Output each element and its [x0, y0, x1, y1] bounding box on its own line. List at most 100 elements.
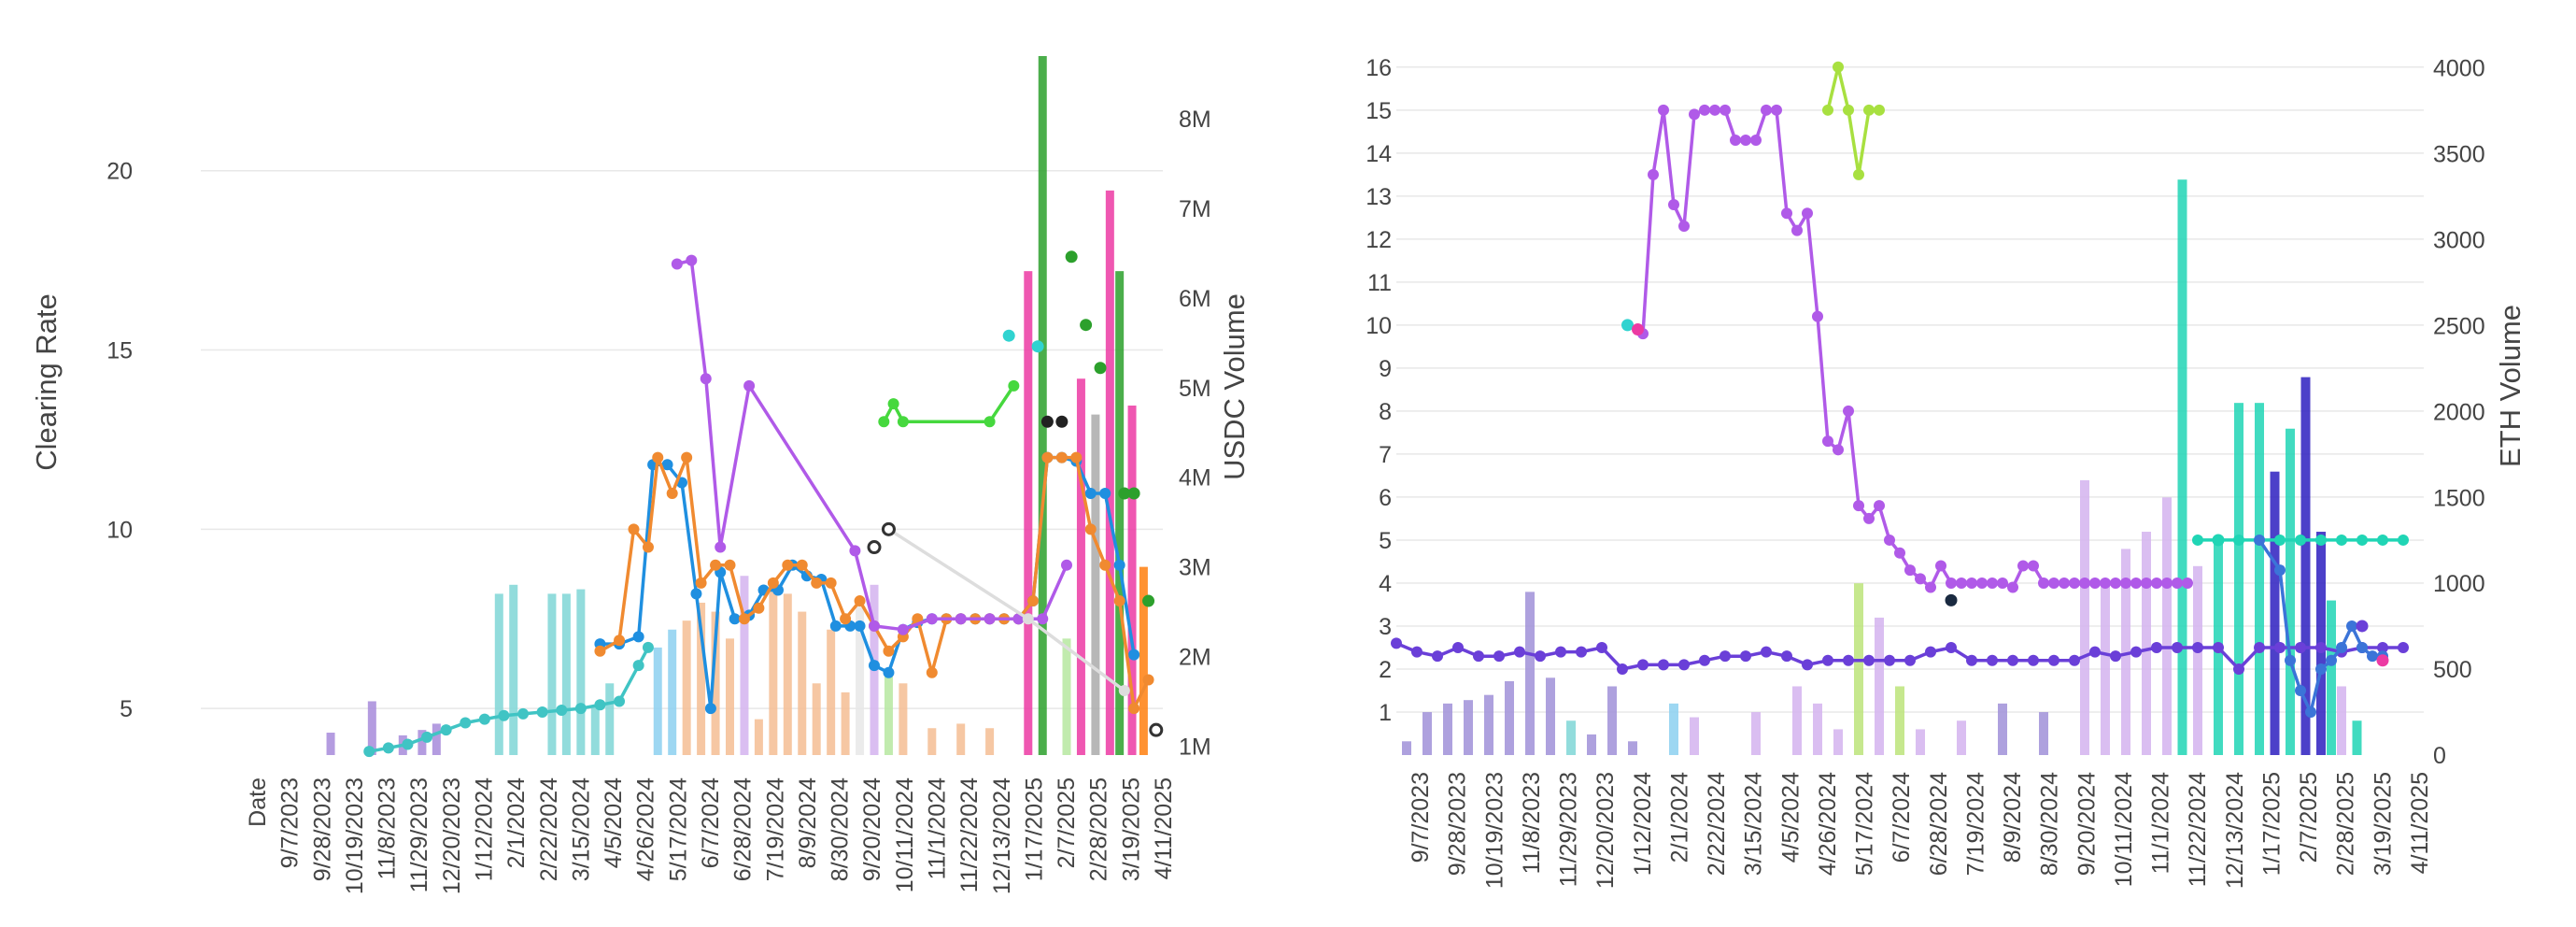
series-point-purple	[1740, 135, 1751, 147]
y-tick-label: 7	[1379, 442, 1392, 468]
volume-bar	[682, 620, 691, 755]
series-point-purple	[1668, 199, 1679, 211]
y-tick-label: 15	[1366, 98, 1392, 124]
marker-point	[1149, 722, 1164, 737]
series-point-violet	[1514, 646, 1525, 658]
y-tick-label: 11	[1367, 270, 1392, 296]
x-tick-label: 4/11/2025	[1151, 777, 1177, 879]
series-point-violet	[1493, 650, 1505, 663]
series-point-violet	[2130, 646, 2142, 658]
volume-bar	[561, 593, 571, 755]
series-point-purple	[1956, 577, 1967, 589]
volume-bar	[1998, 703, 2007, 755]
series-point-blue	[1099, 487, 1111, 499]
series-point-purple	[1987, 577, 1998, 589]
volume-bar	[326, 733, 335, 755]
y-tick-label: 20	[106, 159, 133, 185]
x-tick-label: 11/1/2024	[2148, 772, 2174, 874]
series-point-purple	[2089, 577, 2101, 589]
series-point-purple	[1966, 577, 1977, 589]
series-point-teal	[2398, 534, 2409, 546]
series-point-purple	[926, 613, 938, 625]
series-point-violet	[1432, 650, 1443, 663]
x-tick-label: 12/20/2023	[1592, 772, 1619, 889]
series-point-blue	[854, 620, 866, 632]
series-point-blue	[2367, 650, 2378, 663]
x-tick-label: 6/7/2024	[698, 777, 724, 868]
x-tick-label: 5/17/2024	[1852, 772, 1878, 876]
chart-usdc-clearing-rate: 5 10 15 20 1M 2M 3M 4M 5M 6M 7M 8M Date 9/7/2023 9/28/…	[30, 56, 1251, 894]
series-point-blue	[1113, 559, 1125, 571]
series-point-purple	[1689, 108, 1700, 121]
series-point-teal	[2357, 534, 2368, 546]
y2-tick-label: 8M	[1179, 107, 1211, 133]
y-tick-label: 1	[1379, 700, 1392, 726]
marker-point	[1055, 415, 1069, 428]
series-point-orange	[695, 577, 707, 589]
y2-tick-label: 1000	[2433, 571, 2485, 597]
y-tick-label: 2	[1379, 657, 1392, 683]
series-point-purple	[849, 545, 861, 557]
y-tick-label: 15	[106, 338, 133, 364]
y-tick-label: 5	[1379, 528, 1392, 554]
volume-bar	[2162, 497, 2172, 755]
y2-axis-title: USDC Volume	[1218, 293, 1251, 480]
series-point-orange	[681, 451, 693, 464]
series-point-orange	[1055, 451, 1068, 464]
x-tick-label: 2/7/2025	[1054, 777, 1080, 868]
volume-bar	[726, 638, 734, 755]
series-point-teal	[2274, 534, 2286, 546]
marker-point	[1945, 593, 1958, 606]
series-point-purple	[1678, 221, 1690, 233]
volume-bar	[1587, 734, 1596, 755]
series-point-purple	[1935, 560, 1946, 572]
y2-tick-label: 3M	[1179, 555, 1211, 581]
series-point-purple	[1761, 104, 1772, 116]
y2-tick-label: 1M	[1179, 734, 1211, 760]
series-point-teal	[2233, 534, 2244, 546]
series-point-teal	[2295, 534, 2306, 546]
volume-bar	[668, 629, 677, 755]
volume-bar	[1854, 583, 1863, 755]
volume-bar	[605, 683, 615, 755]
series-point-violet	[1411, 646, 1422, 658]
volume-bar	[2121, 549, 2130, 755]
series-point-violet	[2110, 650, 2121, 663]
series-point-violet	[1822, 654, 1833, 666]
series-point-teal	[2336, 534, 2347, 546]
series-point-blue	[2315, 663, 2327, 675]
series-point-purple	[2161, 577, 2173, 589]
series-point-purple	[700, 373, 712, 385]
marker-point	[2212, 534, 2225, 547]
marker-point	[1002, 329, 1015, 342]
y2-tick-label: 3500	[2433, 142, 2485, 168]
volume-bar	[494, 593, 503, 755]
volume-bar	[590, 706, 600, 755]
series-point-violet	[1884, 654, 1895, 666]
volume-bar	[1895, 686, 1904, 755]
series-point-teal	[536, 706, 548, 718]
series-point-violet	[2213, 641, 2224, 653]
y-axis-title: Clearing Rate	[30, 293, 63, 471]
series-point-teal	[632, 660, 644, 672]
volume-bar	[827, 629, 836, 755]
y-tick-label: 16	[1366, 55, 1392, 81]
series-point-purple	[2017, 560, 2029, 572]
series-point-teal	[478, 713, 490, 725]
volume-bar	[2286, 428, 2295, 755]
series-point-purple	[2007, 581, 2018, 593]
x-tick-label: 11/29/2023	[406, 777, 432, 892]
x-tick-label: 4/11/2025	[2407, 772, 2433, 874]
series-point-purple	[1976, 577, 1988, 589]
series-point-teal	[440, 724, 452, 736]
series-point-purple	[1648, 168, 1659, 180]
series-point-violet	[1555, 646, 1566, 658]
x-tick-label: 9/28/2023	[1445, 772, 1471, 876]
x-tick-label: 1/12/2024	[1630, 772, 1656, 876]
series-point-purple	[1904, 564, 1916, 577]
volume-bar	[1813, 703, 1822, 755]
series-point-violet	[2398, 641, 2409, 653]
series-point-blue	[2326, 654, 2337, 666]
volume-bar	[711, 611, 720, 755]
